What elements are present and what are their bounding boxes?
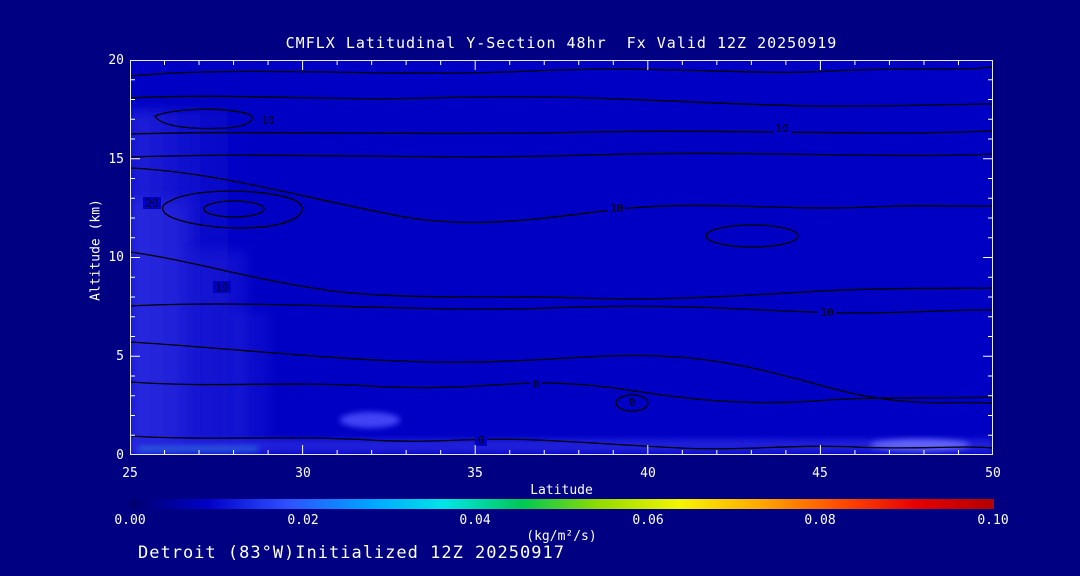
contour-label: 10: [773, 122, 791, 135]
svg-text:0: 0: [478, 434, 485, 447]
x-tick-label: 40: [640, 466, 656, 481]
contour-label: 0: [475, 434, 487, 447]
contour-line: [130, 66, 993, 77]
contour-line: [130, 95, 993, 107]
contour-line: [130, 381, 993, 404]
x-tick-label: 25: [122, 466, 138, 481]
contour-line-closed: [615, 394, 649, 412]
x-tick-label: 50: [985, 466, 1001, 481]
contour-lines: [130, 66, 993, 450]
colorbar-tick-label: 0.04: [459, 513, 491, 528]
colorbar-tick-label: 0.10: [977, 513, 1009, 528]
colorbar-units-label: (kg/m²/s): [526, 529, 597, 544]
contour-labels: 10 10 10 10 10 20 0 0 0: [143, 114, 836, 447]
svg-text:10: 10: [261, 114, 274, 127]
contour-line-closed: [705, 224, 799, 248]
svg-text:10: 10: [215, 281, 228, 294]
y-tick-label: 5: [116, 349, 124, 364]
contour-label: 0: [626, 396, 638, 409]
svg-text:10: 10: [820, 306, 833, 319]
contour-label: 10: [608, 202, 626, 215]
contour-line-closed: [161, 190, 303, 229]
colorbar-tick-label: 0.00: [114, 513, 146, 528]
contour-label: 20: [143, 197, 161, 210]
x-tick-label: 30: [295, 466, 311, 481]
svg-text:0: 0: [629, 396, 636, 409]
y-tick-label: 0: [116, 448, 124, 463]
contour-line: [130, 152, 993, 158]
y-tick-label: 15: [108, 152, 124, 167]
svg-text:20: 20: [145, 197, 158, 210]
y-tick-label: 10: [108, 250, 124, 265]
contour-line: [130, 435, 993, 450]
x-axis-label: Latitude: [530, 483, 593, 498]
plot-frame: [130, 60, 993, 455]
init-location-annotation: Detroit (83°W)Initialized 12Z 20250917: [138, 543, 565, 563]
contour-label: 10: [213, 281, 231, 294]
contour-line: [130, 251, 993, 300]
colorbar-gradient: [130, 499, 994, 509]
svg-text:0: 0: [533, 378, 540, 391]
plot-area: 10 10 10 10 10 20 0 0 0: [130, 60, 993, 455]
contour-label: 0: [530, 378, 542, 391]
x-tick-label: 45: [812, 466, 828, 481]
y-tick-label: 20: [108, 53, 124, 68]
contour-label: 10: [818, 306, 836, 319]
svg-text:10: 10: [610, 202, 623, 215]
colorbar-tick-label: 0.06: [632, 513, 664, 528]
colorbar-tick-label: 0.02: [287, 513, 319, 528]
chart-title: CMFLX Latitudinal Y-Section 48hr Fx Vali…: [285, 34, 838, 52]
contour-label: 10: [259, 114, 277, 127]
contour-line: [130, 303, 993, 314]
local-maximum-spot: [340, 412, 400, 428]
surface-maximum-spot: [870, 439, 970, 451]
svg-text:10: 10: [775, 122, 788, 135]
x-tick-label: 35: [467, 466, 483, 481]
colorbar-tick-label: 0.08: [804, 513, 836, 528]
contour-line: [130, 130, 993, 135]
contour-line-closed: [154, 108, 253, 130]
contour-line-closed: [203, 200, 265, 218]
surface-band: [130, 439, 993, 453]
